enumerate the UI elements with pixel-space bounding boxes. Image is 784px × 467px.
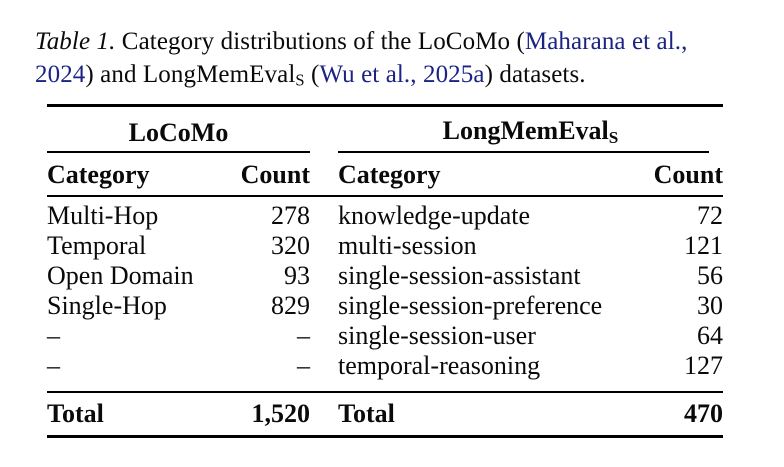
column-gutter	[310, 231, 338, 261]
table-row: – – single-session-user 64	[47, 321, 723, 351]
group-underline-row	[47, 151, 723, 153]
caption-text: (	[304, 60, 320, 88]
group-header-locomo: LoCoMo	[47, 118, 310, 151]
table-caption: Table 1. Category distributions of the L…	[35, 26, 777, 97]
group-header-longmemeval: LongMemEvalS	[338, 116, 723, 151]
column-gutter	[310, 321, 338, 351]
cell-longmemeval-category: single-session-assistant	[338, 261, 581, 290]
citation-wu-2025a[interactable]: Wu et al., 2025a	[319, 60, 485, 88]
table-row: Single-Hop 829 single-session-preference…	[47, 291, 723, 321]
cell-locomo-count: –	[297, 351, 310, 380]
column-gutter	[310, 351, 338, 381]
cell-locomo-count: 320	[271, 231, 310, 260]
cell-longmemeval-count: 56	[697, 261, 723, 290]
table-bottom-rule	[47, 435, 723, 438]
table-1: LoCoMo LongMemEvalS Category Count Categ…	[47, 104, 723, 438]
cell-longmemeval-category: knowledge-update	[338, 201, 531, 230]
cell-locomo-category: –	[47, 321, 60, 350]
cell-longmemeval-category: single-session-preference	[338, 291, 603, 320]
cell-locomo-category: Open Domain	[47, 261, 194, 290]
cell-locomo-category: Multi-Hop	[47, 201, 159, 230]
cell-locomo-category: Single-Hop	[47, 291, 167, 320]
citation-maharana-2024[interactable]: Maharana et al.,	[524, 28, 688, 55]
total-value-longmemeval: 470	[684, 399, 723, 428]
cell-longmemeval-category: multi-session	[338, 231, 477, 260]
total-row: Total 1,520 Total 470	[47, 393, 723, 435]
cell-longmemeval-count: 30	[697, 291, 723, 320]
total-label-longmemeval: Total	[338, 399, 395, 428]
column-gutter	[310, 190, 338, 195]
caption-text: Category distributions of the LoCoMo (	[115, 28, 525, 55]
group-header-longmemeval-subscript: S	[608, 128, 619, 147]
column-gutter	[310, 151, 338, 153]
citation-maharana-2024-year[interactable]: 2024	[35, 60, 86, 88]
group-underline-longmemeval	[338, 151, 709, 153]
table-row: Temporal 320 multi-session 121	[47, 231, 723, 261]
cell-locomo-category: –	[47, 351, 60, 380]
group-underline-locomo	[47, 151, 310, 153]
cell-longmemeval-count: 127	[684, 351, 723, 380]
table-row: Multi-Hop 278 knowledge-update 72	[47, 201, 723, 231]
cell-locomo-count: 278	[271, 201, 310, 230]
cell-longmemeval-category: temporal-reasoning	[338, 351, 541, 380]
total-separator-rule	[47, 391, 723, 393]
table-body: Multi-Hop 278 knowledge-update 72 Tempor…	[47, 197, 723, 391]
table-top-rule	[47, 104, 723, 107]
caption-text: ) and LongMemEval	[85, 60, 296, 88]
col-header-locomo-category: Category	[47, 160, 150, 189]
caption-subscript-s: S	[295, 70, 305, 90]
caption-text: ) datasets.	[484, 60, 586, 88]
cell-locomo-count: –	[297, 321, 310, 350]
column-gutter	[310, 261, 338, 291]
cell-locomo-count: 93	[284, 261, 310, 290]
total-label-locomo: Total	[47, 399, 104, 428]
col-header-locomo-count: Count	[240, 160, 310, 189]
total-value-locomo: 1,520	[251, 399, 311, 428]
table-row: Open Domain 93 single-session-assistant …	[47, 261, 723, 291]
group-header-locomo-label: LoCoMo	[128, 118, 229, 147]
column-gutter	[310, 201, 338, 231]
col-header-longmemeval-count: Count	[653, 160, 723, 189]
cell-longmemeval-count: 72	[697, 201, 723, 230]
column-gutter	[310, 291, 338, 321]
cell-locomo-count: 829	[271, 291, 310, 320]
column-header-row: Category Count Category Count	[47, 153, 723, 197]
cell-longmemeval-category: single-session-user	[338, 321, 536, 350]
cell-locomo-category: Temporal	[47, 231, 147, 260]
group-header-longmemeval-label: LongMemEval	[442, 116, 609, 146]
group-header-row: LoCoMo LongMemEvalS	[47, 107, 723, 151]
cell-longmemeval-count: 121	[684, 231, 723, 260]
caption-label: Table 1.	[35, 28, 116, 55]
cell-longmemeval-count: 64	[697, 321, 723, 350]
col-header-longmemeval-category: Category	[338, 160, 441, 189]
table-row: – – temporal-reasoning 127	[47, 351, 723, 381]
